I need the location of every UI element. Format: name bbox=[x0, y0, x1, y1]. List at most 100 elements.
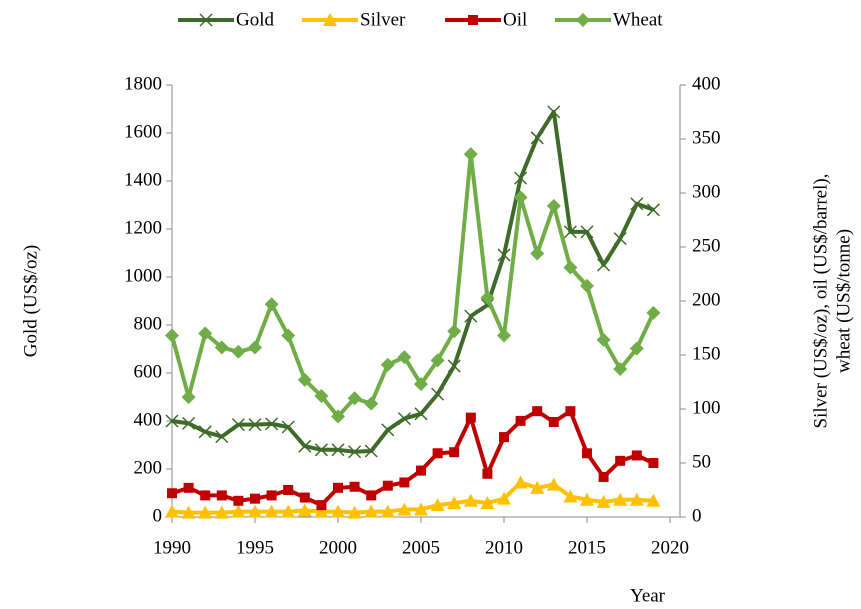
marker bbox=[480, 495, 495, 509]
marker bbox=[399, 477, 410, 488]
marker bbox=[431, 387, 445, 401]
y-tick-label: 400 bbox=[134, 409, 163, 430]
marker bbox=[563, 260, 578, 275]
y-tick-label: 0 bbox=[153, 505, 163, 526]
legend-label: Oil bbox=[503, 9, 527, 30]
marker bbox=[331, 409, 345, 424]
marker bbox=[514, 171, 528, 185]
marker bbox=[497, 491, 511, 505]
y2-tick-label: 300 bbox=[692, 181, 721, 202]
x-tick-label: 1995 bbox=[236, 537, 274, 558]
marker bbox=[513, 475, 528, 489]
marker bbox=[366, 490, 377, 501]
x-tick-label: 2020 bbox=[651, 537, 689, 558]
marker bbox=[264, 504, 279, 518]
marker bbox=[199, 13, 213, 27]
y2-tick-label: 0 bbox=[692, 505, 702, 526]
marker bbox=[214, 340, 229, 355]
marker bbox=[198, 505, 213, 519]
y2-tick-label: 250 bbox=[692, 235, 721, 256]
marker bbox=[314, 443, 328, 457]
marker bbox=[648, 458, 659, 468]
y-tick-label: 800 bbox=[134, 313, 163, 334]
marker bbox=[347, 505, 362, 519]
y-tick-label: 1400 bbox=[124, 169, 162, 190]
marker bbox=[432, 448, 443, 459]
y2-tick-label: 400 bbox=[692, 73, 721, 94]
marker bbox=[449, 447, 460, 458]
marker bbox=[264, 297, 279, 312]
marker bbox=[380, 357, 395, 372]
marker bbox=[646, 493, 661, 507]
y2-tick-label: 50 bbox=[692, 451, 711, 472]
marker bbox=[547, 105, 561, 119]
y2-tick-label: 150 bbox=[692, 343, 721, 364]
marker bbox=[397, 412, 411, 426]
marker bbox=[181, 390, 196, 405]
marker bbox=[215, 430, 229, 444]
legend-label: Wheat bbox=[613, 9, 663, 30]
marker bbox=[565, 406, 576, 417]
marker bbox=[333, 482, 343, 493]
marker bbox=[397, 502, 412, 516]
marker bbox=[314, 504, 329, 518]
marker bbox=[598, 472, 609, 483]
y-tick-label: 1000 bbox=[124, 265, 162, 286]
marker bbox=[532, 406, 543, 417]
marker bbox=[613, 492, 628, 506]
marker bbox=[646, 305, 661, 320]
marker bbox=[596, 332, 611, 347]
series-line bbox=[171, 480, 654, 515]
marker bbox=[580, 225, 594, 239]
marker bbox=[281, 328, 296, 343]
marker bbox=[281, 504, 296, 518]
marker bbox=[348, 445, 362, 459]
marker bbox=[430, 498, 445, 512]
marker bbox=[182, 416, 196, 430]
marker bbox=[248, 418, 262, 432]
marker bbox=[331, 443, 345, 457]
marker bbox=[546, 477, 561, 491]
marker bbox=[463, 493, 478, 507]
marker bbox=[563, 225, 577, 239]
marker bbox=[497, 328, 511, 343]
x-axis-title: Year bbox=[630, 585, 666, 606]
marker bbox=[416, 465, 426, 476]
y2-tick-label: 350 bbox=[692, 127, 721, 148]
marker bbox=[231, 418, 245, 432]
x-tick-label: 2010 bbox=[485, 537, 523, 558]
marker bbox=[447, 324, 462, 339]
marker bbox=[382, 480, 393, 491]
marker bbox=[233, 495, 244, 506]
marker bbox=[231, 504, 246, 518]
marker bbox=[482, 468, 493, 479]
marker bbox=[546, 198, 561, 213]
marker bbox=[629, 341, 644, 356]
x-tick-label: 2000 bbox=[319, 537, 357, 558]
y-tick-label: 1200 bbox=[124, 217, 162, 238]
marker bbox=[631, 450, 642, 461]
marker bbox=[248, 504, 262, 518]
marker bbox=[381, 423, 395, 437]
marker bbox=[447, 359, 461, 373]
marker bbox=[629, 492, 644, 506]
marker bbox=[347, 391, 362, 406]
y-tick-label: 1600 bbox=[124, 121, 162, 142]
marker bbox=[463, 147, 478, 162]
x-tick-label: 1990 bbox=[153, 537, 191, 558]
marker bbox=[468, 15, 478, 25]
marker bbox=[231, 344, 246, 359]
marker bbox=[165, 414, 179, 428]
marker bbox=[397, 350, 412, 365]
marker bbox=[316, 500, 327, 511]
marker bbox=[465, 412, 476, 423]
marker bbox=[480, 290, 495, 305]
marker bbox=[349, 481, 360, 492]
y2-axis-title: Silver (US$/oz), oil (US$/barrel), bbox=[810, 174, 831, 429]
marker bbox=[596, 494, 611, 508]
y2-tick-label: 200 bbox=[692, 289, 721, 310]
y2-axis-title: wheat (US$/tonne) bbox=[833, 229, 854, 373]
marker bbox=[646, 203, 660, 217]
marker bbox=[200, 490, 211, 501]
